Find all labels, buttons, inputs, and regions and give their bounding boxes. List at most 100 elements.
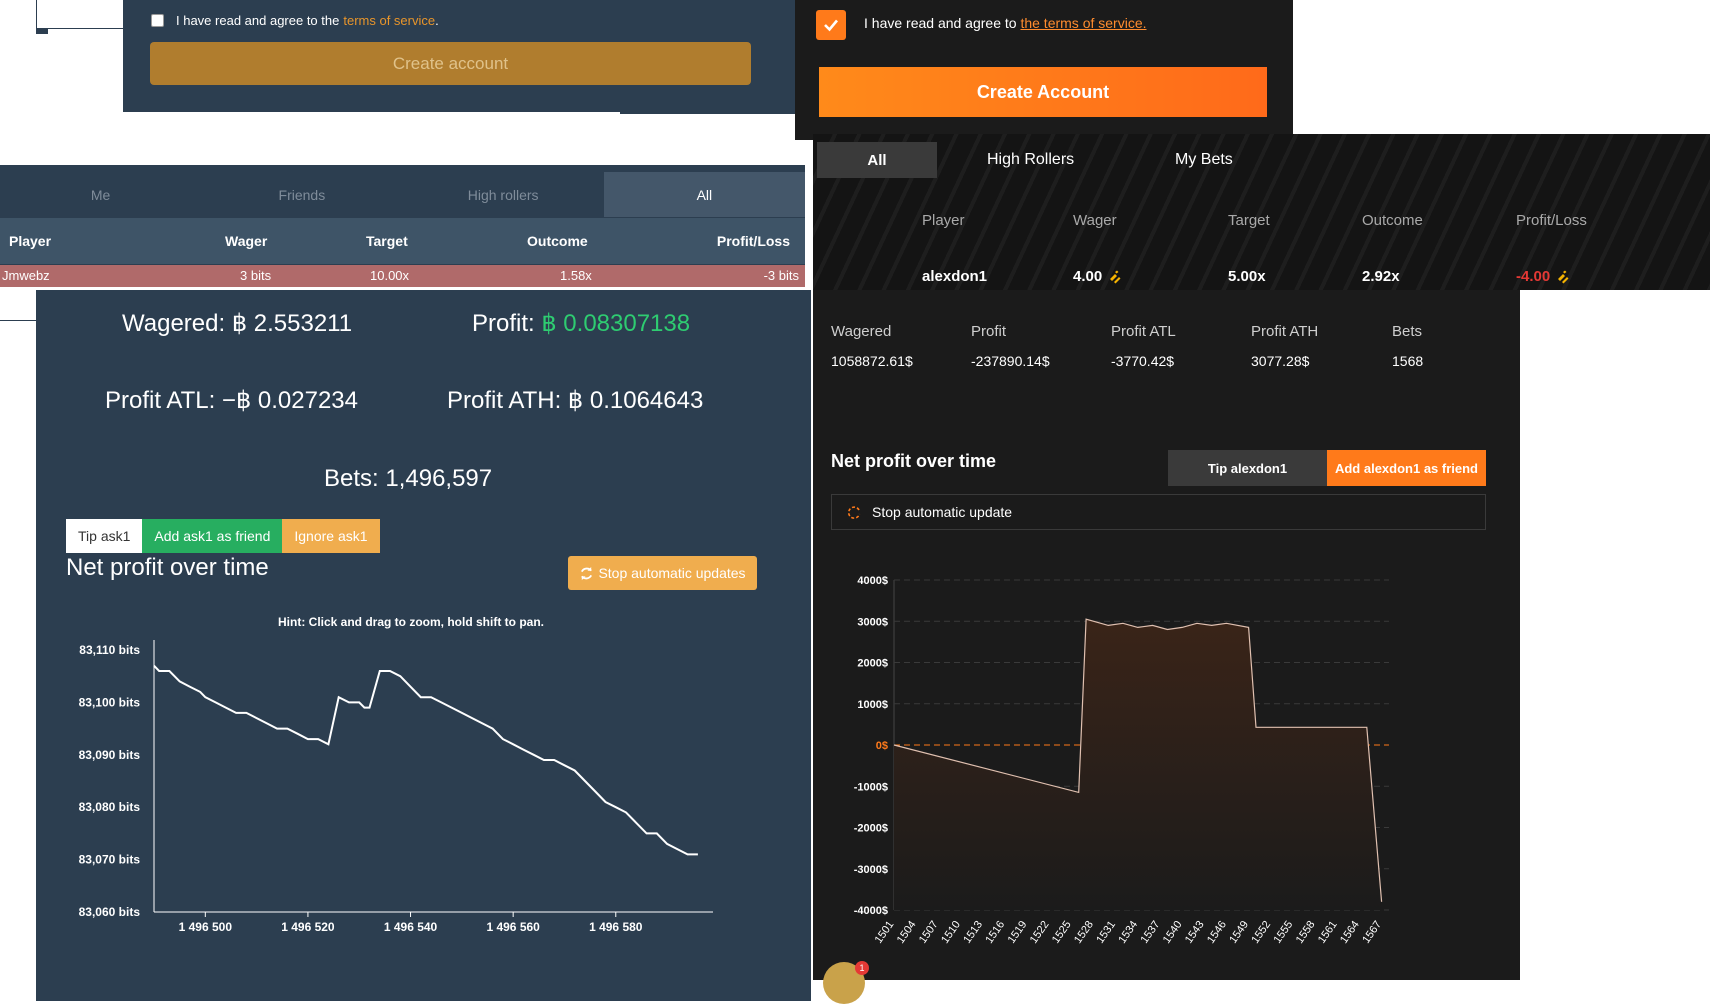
stat-header-wagered: Wagered xyxy=(831,323,892,340)
new-terms-row: I have read and agree to the terms of se… xyxy=(864,15,1147,31)
cell-profit: -3 bits xyxy=(763,268,799,283)
x-tick-label: 1552 xyxy=(1249,919,1273,946)
player-name[interactable]: alexdon1 xyxy=(922,268,988,285)
x-tick-label: 1555 xyxy=(1272,919,1296,946)
stop-update-button[interactable]: Stop automatic update xyxy=(831,494,1486,530)
x-tick-label: 1504 xyxy=(895,919,919,946)
ignore-button[interactable]: Ignore ask1 xyxy=(282,519,380,553)
column-header-player: Player xyxy=(9,233,52,249)
y-tick-label: 1000$ xyxy=(857,699,888,711)
tip-button[interactable]: Tip ask1 xyxy=(66,519,143,553)
x-tick-label: 1 496 500 xyxy=(179,920,233,934)
new-terms-checkbox[interactable] xyxy=(816,10,846,40)
old-terms-checkbox[interactable] xyxy=(151,14,164,27)
series-area xyxy=(894,619,1382,910)
tab-all[interactable]: All xyxy=(603,172,805,217)
stop-updates-button[interactable]: Stop automatic updates xyxy=(568,556,757,590)
old-create-account-button[interactable]: Create account xyxy=(150,42,751,85)
x-tick-label: 1522 xyxy=(1028,919,1052,946)
notification-badge: 1 xyxy=(855,961,869,975)
profit-stat: Profit: ฿ 0.08307138 xyxy=(472,309,690,338)
y-tick-label: 2000$ xyxy=(857,658,888,670)
add-friend-button[interactable]: Add alexdon1 as friend xyxy=(1327,450,1486,486)
divider xyxy=(620,112,795,114)
profit-atl-stat: Profit ATL: −฿ 0.027234 xyxy=(105,387,358,414)
x-tick-label: 1525 xyxy=(1050,919,1074,946)
stat-value-wagered: 1058872.61$ xyxy=(831,353,913,369)
column-header-target: Target xyxy=(1228,212,1270,229)
old-chart-title: Net profit over time xyxy=(66,554,269,581)
old-stats-panel xyxy=(36,290,811,1001)
new-terms-link[interactable]: the terms of service. xyxy=(1020,15,1147,31)
x-tick-label: 1564 xyxy=(1338,919,1362,946)
y-tick-label: 83,070 bits xyxy=(79,853,141,867)
new-create-account-button[interactable]: Create Account xyxy=(819,67,1267,117)
profit-value: -4.00 xyxy=(1516,268,1551,285)
old-bets-header: Player Wager Target Outcome Profit/Loss xyxy=(0,218,805,264)
y-tick-label: 3000$ xyxy=(857,616,888,628)
stat-value-profit: -237890.14$ xyxy=(971,353,1050,369)
stat-header-profit-atl: Profit ATL xyxy=(1111,323,1176,340)
x-tick-label: 1 496 540 xyxy=(384,920,438,934)
y-tick-label: 83,080 bits xyxy=(79,800,141,814)
new-chart-title: Net profit over time xyxy=(831,451,997,471)
coin-icon xyxy=(1558,270,1569,283)
tip-button[interactable]: Tip alexdon1 xyxy=(1168,450,1327,486)
refresh-icon xyxy=(847,506,861,519)
cell-target: 10.00x xyxy=(370,268,410,283)
x-tick-label: 1567 xyxy=(1360,919,1384,946)
tab-me[interactable]: Me xyxy=(90,186,111,203)
cell-outcome: 1.58x xyxy=(560,268,592,283)
x-tick-label: 1507 xyxy=(917,919,941,946)
tab-my-bets[interactable]: My Bets xyxy=(1175,151,1233,168)
divider xyxy=(38,28,124,29)
x-tick-label: 1540 xyxy=(1161,919,1185,946)
divider xyxy=(36,28,48,34)
column-header-outcome: Outcome xyxy=(527,233,588,249)
old-profit-chart[interactable]: 83,060 bits 83,070 bits 83,080 bits 83,090 … xyxy=(36,630,811,1000)
old-terms-link[interactable]: terms of service xyxy=(343,13,436,28)
stat-header-profit-ath: Profit ATH xyxy=(1251,323,1319,340)
cell-wager: 4.00 xyxy=(1073,268,1122,285)
tab-friends[interactable]: Friends xyxy=(278,186,326,203)
x-tick-label: 1 496 520 xyxy=(281,920,335,934)
table-row[interactable]: Jmwebz 3 bits 10.00x 1.58x -3 bits xyxy=(0,265,805,287)
x-tick-label: 1501 xyxy=(873,919,897,946)
y-tick-label: -2000$ xyxy=(854,823,888,835)
stat-header-profit: Profit xyxy=(971,323,1007,340)
column-header-target: Target xyxy=(366,233,408,249)
x-tick-label: 1510 xyxy=(939,919,963,946)
wagered-stat: Wagered: ฿ 2.553211 xyxy=(122,310,353,337)
cell-player[interactable]: Jmwebz xyxy=(2,268,50,283)
x-tick-label: 1531 xyxy=(1094,919,1118,946)
cell-profit: -4.00 xyxy=(1516,268,1570,285)
x-tick-label: 1519 xyxy=(1006,919,1030,946)
wager-value: 4.00 xyxy=(1073,268,1103,285)
y-tick-label: 0$ xyxy=(876,740,888,752)
add-friend-button[interactable]: Add ask1 as friend xyxy=(142,519,283,553)
x-tick-label: 1528 xyxy=(1072,919,1096,946)
old-user-actions: Tip ask1 Add ask1 as friend Ignore ask1 xyxy=(66,519,380,553)
tab-high-rollers[interactable]: High Rollers xyxy=(987,151,1075,168)
y-tick-label: -3000$ xyxy=(854,864,888,876)
old-terms-end: . xyxy=(435,13,439,28)
y-tick-label: -4000$ xyxy=(854,905,888,917)
cell-wager: 3 bits xyxy=(240,268,272,283)
new-profit-chart[interactable]: 4000$ 3000$ 2000$ 1000$ 0$ -1000$ -2000$ -3000$… xyxy=(813,560,1520,980)
coin-icon xyxy=(1110,270,1121,283)
column-header-wager: Wager xyxy=(1073,212,1117,229)
divider xyxy=(36,0,37,30)
column-header-profit: Profit/Loss xyxy=(1516,212,1587,229)
tab-all[interactable]: All xyxy=(817,142,937,178)
cell-outcome: 2.92x xyxy=(1362,268,1400,285)
checkmark-icon xyxy=(824,19,838,32)
cell-player[interactable]: alexdon1 xyxy=(922,268,987,285)
profit-label: Profit: xyxy=(472,310,535,337)
series-line xyxy=(893,618,1383,902)
tab-high-rollers[interactable]: High rollers xyxy=(467,186,539,203)
bets-stat: Bets: 1,496,597 xyxy=(324,465,493,492)
new-terms-text: I have read and agree to xyxy=(864,15,1017,31)
x-tick-label: 1546 xyxy=(1205,919,1229,946)
series-line xyxy=(153,665,698,856)
old-terms-row: I have read and agree to the terms of se… xyxy=(151,13,439,28)
